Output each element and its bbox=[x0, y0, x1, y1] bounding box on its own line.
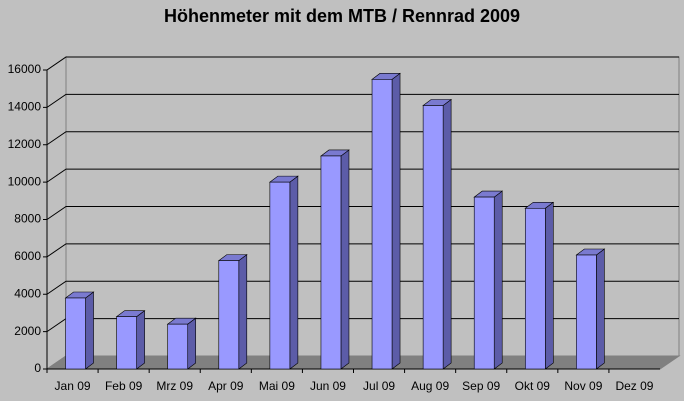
bar bbox=[320, 155, 342, 370]
bar-side bbox=[340, 149, 350, 370]
x-tick-label: Mrz 09 bbox=[156, 379, 193, 393]
x-tick-label: Jul 09 bbox=[363, 379, 395, 393]
y-tick-label: 14000 bbox=[8, 100, 42, 114]
bar bbox=[473, 196, 495, 370]
grid-line bbox=[46, 168, 679, 183]
chart-title: Höhenmeter mit dem MTB / Rennrad 2009 bbox=[164, 6, 520, 26]
y-tick-label: 6000 bbox=[14, 249, 41, 263]
y-tick-label: 10000 bbox=[8, 174, 42, 188]
bar bbox=[65, 297, 86, 370]
bar-side bbox=[136, 310, 145, 370]
bar bbox=[524, 207, 546, 370]
grid-line bbox=[46, 56, 679, 71]
y-tick-label: 4000 bbox=[14, 286, 41, 300]
x-tick-label: Nov 09 bbox=[564, 379, 602, 393]
bar-side bbox=[596, 248, 605, 370]
grid-line bbox=[46, 131, 679, 146]
x-tick-label: Feb 09 bbox=[105, 379, 143, 393]
bar-side bbox=[85, 291, 94, 370]
bar-side bbox=[391, 72, 401, 370]
bar-side bbox=[187, 317, 197, 370]
bar bbox=[116, 316, 137, 370]
bar bbox=[422, 105, 444, 370]
x-tick-label: Okt 09 bbox=[515, 379, 551, 393]
x-tick-label: Dez 09 bbox=[615, 379, 653, 393]
x-tick-label: Aug 09 bbox=[411, 379, 449, 393]
x-tick-label: Jun 09 bbox=[310, 379, 346, 393]
bar bbox=[218, 260, 240, 370]
grid-line bbox=[46, 93, 679, 108]
y-tick-label: 12000 bbox=[8, 137, 42, 151]
bar bbox=[371, 79, 393, 370]
bar-side bbox=[493, 190, 503, 370]
bar-side bbox=[442, 98, 452, 370]
y-tick-label: 16000 bbox=[8, 62, 42, 76]
bar-side bbox=[238, 254, 248, 370]
x-tick-label: Mai 09 bbox=[259, 379, 295, 393]
y-tick-label: 8000 bbox=[14, 212, 41, 226]
x-tick-label: Apr 09 bbox=[208, 379, 244, 393]
bar bbox=[269, 181, 291, 370]
x-tick-label: Sep 09 bbox=[462, 379, 500, 393]
bar-side bbox=[289, 175, 299, 370]
y-tick-label: 2000 bbox=[14, 324, 41, 338]
y-tick-label: 0 bbox=[34, 361, 41, 375]
bar bbox=[167, 323, 189, 370]
x-tick-label: Jan 09 bbox=[55, 379, 91, 393]
bar-side bbox=[544, 201, 554, 370]
bar bbox=[576, 254, 597, 370]
